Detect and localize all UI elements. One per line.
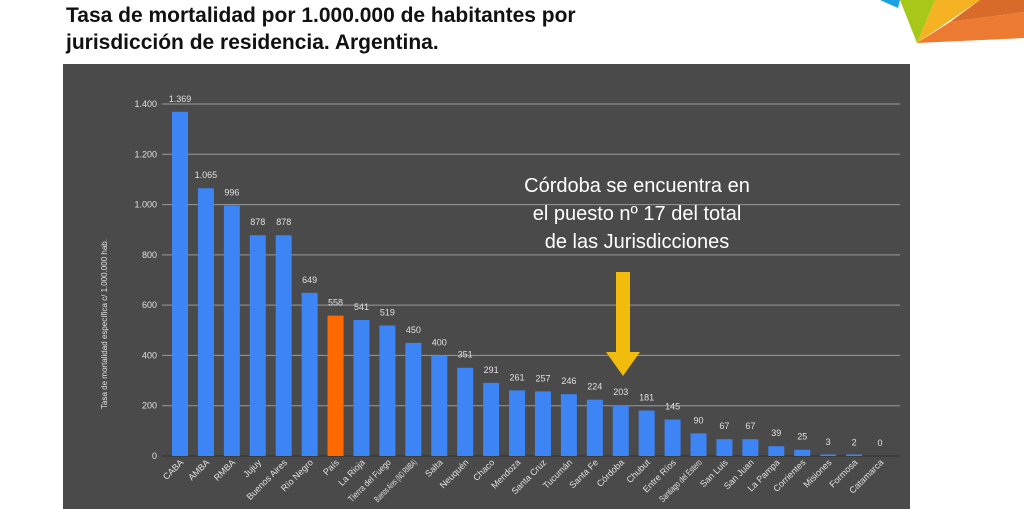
bar bbox=[275, 235, 292, 456]
bar bbox=[846, 454, 863, 456]
bar-value-label: 145 bbox=[665, 402, 680, 412]
bar bbox=[509, 390, 526, 456]
bar-value-label: 67 bbox=[745, 421, 755, 431]
logo bbox=[880, 0, 1024, 43]
y-axis-label: Tasa de mortalidad específica c/ 1.000.0… bbox=[100, 239, 109, 409]
annotation-line-1: Córdoba se encuentra en bbox=[524, 175, 750, 197]
title-line-2: jurisdicción de residencia. Argentina. bbox=[66, 31, 439, 54]
bar-value-label: 1.065 bbox=[195, 170, 218, 180]
bar bbox=[586, 399, 603, 456]
logo-shape-blue bbox=[880, 0, 900, 8]
bar-value-label: 996 bbox=[224, 188, 239, 198]
bar bbox=[197, 188, 214, 456]
logo-shape-green bbox=[900, 0, 935, 43]
bar-value-label: 878 bbox=[276, 217, 291, 227]
bar-value-label: 558 bbox=[328, 298, 343, 308]
bar-value-label: 291 bbox=[484, 365, 499, 375]
bar bbox=[353, 319, 370, 456]
bar-value-label: 3 bbox=[826, 437, 831, 447]
bar bbox=[483, 382, 500, 456]
bar-value-label: 67 bbox=[719, 421, 729, 431]
arrow-down-icon bbox=[606, 272, 640, 376]
bar bbox=[249, 235, 266, 456]
logo-shape-yellow bbox=[917, 0, 980, 43]
bar-value-label: 2 bbox=[852, 437, 857, 447]
y-tick-label: 600 bbox=[142, 300, 157, 310]
annotation: Córdoba se encuentra en el puesto nº 17 … bbox=[524, 175, 750, 253]
bar-value-label: 0 bbox=[877, 438, 882, 448]
bar bbox=[223, 205, 240, 456]
bar bbox=[172, 111, 188, 456]
slide-title: Tasa de mortalidad por 1.000.000 de habi… bbox=[66, 2, 576, 56]
y-tick-label: 200 bbox=[142, 401, 157, 411]
bar-value-label: 400 bbox=[432, 337, 447, 347]
bar bbox=[690, 433, 707, 456]
bar bbox=[405, 342, 422, 456]
bar bbox=[534, 391, 551, 456]
y-tick-label: 1.200 bbox=[134, 149, 157, 159]
annotation-line-2: el puesto nº 17 del total bbox=[533, 203, 742, 225]
y-tick-label: 1.000 bbox=[134, 200, 157, 210]
bar-value-label: 203 bbox=[613, 387, 628, 397]
bar-value-label: 90 bbox=[694, 415, 704, 425]
bar-value-label: 181 bbox=[639, 392, 654, 402]
annotation-line-3: de las Jurisdicciones bbox=[545, 231, 730, 253]
bar bbox=[379, 325, 396, 456]
bar bbox=[638, 410, 655, 456]
y-tick-label: 800 bbox=[142, 250, 157, 260]
bar-value-label: 519 bbox=[380, 308, 395, 318]
y-tick-label: 0 bbox=[152, 451, 157, 461]
bar-value-label: 541 bbox=[354, 302, 369, 312]
bar bbox=[431, 355, 448, 456]
bar-value-label: 257 bbox=[535, 373, 550, 383]
bar-value-label: 246 bbox=[561, 376, 576, 386]
logo-shape-orange bbox=[917, 12, 1024, 43]
y-tick-label: 1.400 bbox=[134, 99, 157, 109]
bar bbox=[301, 292, 318, 456]
bar bbox=[457, 367, 474, 456]
bar-value-label: 224 bbox=[587, 382, 602, 392]
bar bbox=[612, 404, 629, 456]
bar bbox=[327, 315, 344, 456]
bar-value-label: 25 bbox=[797, 432, 807, 442]
bar bbox=[820, 454, 837, 456]
bar bbox=[560, 394, 577, 456]
bar-value-label: 351 bbox=[458, 350, 473, 360]
y-tick-label: 400 bbox=[142, 350, 157, 360]
bar-value-label: 878 bbox=[250, 217, 265, 227]
bar-value-label: 450 bbox=[406, 325, 421, 335]
bar-value-label: 1.369 bbox=[169, 94, 192, 104]
bar bbox=[794, 449, 811, 456]
logo-shape-orange-dark bbox=[950, 0, 1024, 22]
bar-value-label: 39 bbox=[771, 428, 781, 438]
bar bbox=[664, 419, 681, 456]
bar bbox=[742, 439, 759, 456]
bar-value-label: 261 bbox=[510, 372, 525, 382]
title-line-1: Tasa de mortalidad por 1.000.000 de habi… bbox=[66, 4, 576, 27]
bar bbox=[716, 439, 733, 456]
bar-value-label: 649 bbox=[302, 275, 317, 285]
bar bbox=[768, 446, 785, 456]
